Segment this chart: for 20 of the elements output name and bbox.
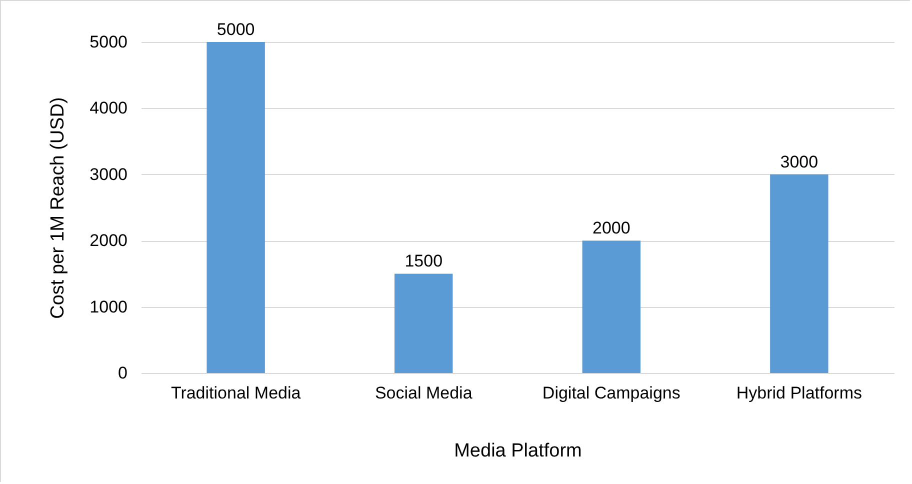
bar xyxy=(770,174,828,373)
bar xyxy=(582,240,640,373)
data-label: 3000 xyxy=(780,152,818,172)
x-tick-label: Traditional Media xyxy=(170,384,302,402)
data-label: 5000 xyxy=(216,20,255,39)
x-axis-title: Media Platform xyxy=(454,440,582,462)
y-tick-label: 1000 xyxy=(90,297,128,316)
bar xyxy=(394,274,453,373)
y-tick-label: 4000 xyxy=(90,98,128,118)
bar xyxy=(206,42,265,373)
y-tick-label: 2000 xyxy=(90,231,128,250)
y-axis-title: Cost per 1M Reach (USD) xyxy=(48,97,69,319)
x-tick-label: Social Media xyxy=(374,384,473,402)
data-label: 1500 xyxy=(404,252,443,271)
x-tick-label: Digital Campaigns xyxy=(542,384,680,402)
data-label: 2000 xyxy=(592,218,630,238)
x-tick-label: Hybrid Platforms xyxy=(736,384,862,402)
y-tick-label: 3000 xyxy=(90,164,128,184)
y-tick-label: 5000 xyxy=(90,32,128,52)
y-tick-label: 0 xyxy=(118,364,128,382)
